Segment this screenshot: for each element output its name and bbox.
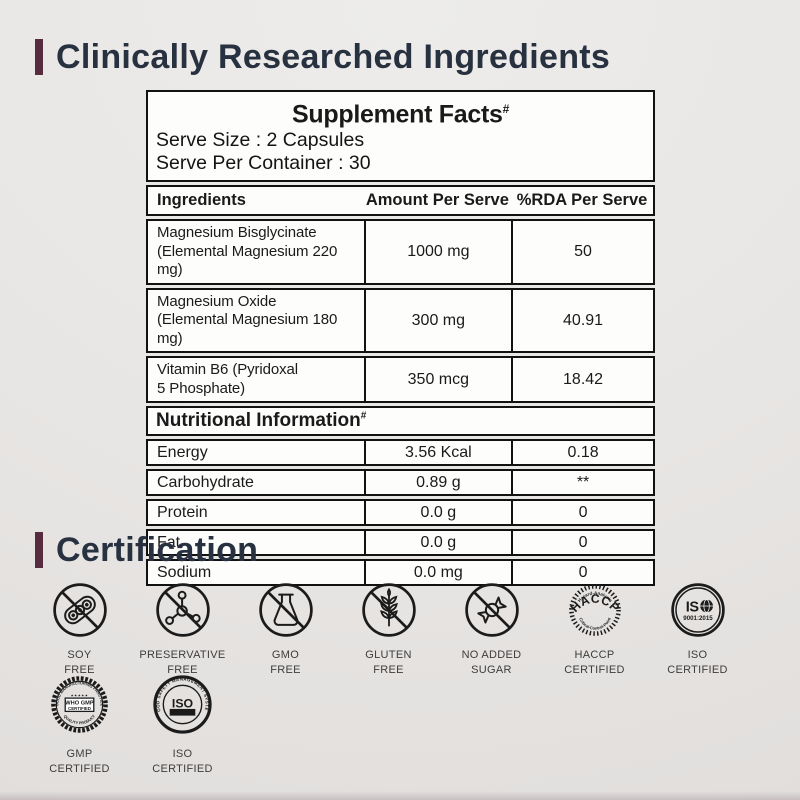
table-row-magnesium-bisglycinate: Magnesium Bisglycinate (Elemental Magnesi… bbox=[146, 219, 655, 285]
table-row-protein: Protein 0.0 g 0 bbox=[146, 499, 655, 527]
table-row-vitamin-b6: Vitamin B6 (Pyridoxal 5 Phosphate) 350 mc… bbox=[146, 356, 655, 404]
nutrient-name: Sodium bbox=[157, 563, 212, 581]
ingredient-rda: 18.42 bbox=[511, 358, 653, 402]
nutrient-name: Carbohydrate bbox=[157, 473, 254, 491]
gluten-free-icon bbox=[361, 583, 416, 637]
ingredient-name: Vitamin B6 (Pyridoxal 5 Phosphate) bbox=[148, 358, 364, 401]
gmo-free-icon bbox=[258, 583, 313, 637]
table-row-fat: Fat 0.0 g 0 bbox=[146, 529, 655, 557]
ingredients-heading-text: Clinically Researched Ingredients bbox=[56, 38, 611, 76]
cert-label: GMP CERTIFIED bbox=[49, 748, 110, 775]
nutrient-rda: 0 bbox=[511, 561, 653, 585]
svg-text:22000:2018: 22000:2018 bbox=[170, 710, 196, 716]
ingredient-rda: 50 bbox=[511, 221, 653, 283]
svg-text:HACCP: HACCP bbox=[567, 592, 622, 615]
nutritional-information-header: Nutritional Information# bbox=[146, 406, 655, 437]
supplement-facts-table: Supplement Facts# Serve Size : 2 Capsule… bbox=[146, 90, 655, 589]
svg-text:WHO GMP: WHO GMP bbox=[65, 700, 94, 706]
accent-bar bbox=[35, 532, 43, 568]
cert-iso-22000: FOOD SAFETY MANAGEMENT SYSTEM ISO 22000:… bbox=[131, 673, 234, 776]
iso-22000-badge-icon: FOOD SAFETY MANAGEMENT SYSTEM ISO 22000:… bbox=[151, 673, 212, 734]
svg-text:QUALITY PRODUCT: QUALITY PRODUCT bbox=[63, 714, 97, 726]
no-added-sugar-icon bbox=[464, 583, 519, 637]
nutrient-rda: ** bbox=[511, 471, 653, 495]
cert-label: GLUTEN FREE bbox=[365, 649, 412, 676]
table-row-carbohydrate: Carbohydrate 0.89 g ** bbox=[146, 469, 655, 497]
cert-iso-9001: IS 9001:2015 ISO CERTIFIED bbox=[646, 581, 749, 677]
nutrient-rda: 0.18 bbox=[511, 441, 653, 465]
cert-preservative-free: PRESERVATIVE FREE bbox=[131, 581, 234, 677]
nutrient-name: Protein bbox=[157, 503, 208, 521]
ingredient-name-line1: Magnesium Oxide bbox=[157, 292, 277, 310]
certification-row-1: SOY FREE PRESERVATIVE FREE bbox=[28, 581, 749, 677]
nutritional-information-title: Nutritional Information bbox=[156, 410, 361, 432]
serve-size: Serve Size : 2 Capsules bbox=[156, 129, 365, 152]
nutrient-amount: 0.0 mg bbox=[363, 561, 511, 585]
supplement-facts-title-box: Supplement Facts# Serve Size : 2 Capsule… bbox=[146, 90, 655, 183]
gmp-badge-icon: GOOD MANUFACTURING PRACTICE ★★★★★ WHO GM… bbox=[51, 676, 108, 733]
cert-no-added-sugar: NO ADDED SUGAR bbox=[440, 581, 543, 677]
ingredient-name-line2: 5 Phosphate) bbox=[157, 379, 246, 397]
certification-row-2: GOOD MANUFACTURING PRACTICE ★★★★★ WHO GM… bbox=[28, 673, 234, 776]
table-row-energy: Energy 3.56 Kcal 0.18 bbox=[146, 439, 655, 467]
cert-label: HACCP CERTIFIED bbox=[564, 649, 625, 676]
column-header-rda: %RDA Per Serve bbox=[516, 191, 648, 210]
ingredient-name-line2: (Elemental Magnesium 180 mg) bbox=[157, 311, 338, 347]
cert-label: GMO FREE bbox=[270, 649, 301, 676]
globe-icon bbox=[699, 599, 713, 613]
ingredient-amount: 300 mg bbox=[363, 289, 511, 352]
cert-label: SOY FREE bbox=[64, 649, 95, 676]
ingredients-heading: Clinically Researched Ingredients bbox=[35, 38, 610, 76]
nutrient-name: Fat bbox=[157, 533, 181, 551]
cert-label: ISO CERTIFIED bbox=[667, 649, 728, 676]
nutrient-amount: 0.0 g bbox=[363, 531, 511, 555]
accent-bar bbox=[35, 39, 43, 75]
ingredient-amount: 1000 mg bbox=[363, 221, 511, 283]
haccp-badge-icon: Hazard-Analysis HACCP Critical-Control-P… bbox=[567, 584, 622, 636]
svg-text:IS: IS bbox=[685, 599, 699, 615]
ingredient-name: Magnesium Bisglycinate (Elemental Magnesi… bbox=[148, 221, 364, 283]
nutrient-amount: 0.89 g bbox=[363, 471, 511, 495]
cert-soy-free: SOY FREE bbox=[28, 581, 131, 677]
supplement-facts-title-text: Supplement Facts bbox=[292, 100, 503, 129]
cert-gmo-free: GMO FREE bbox=[234, 581, 337, 677]
cert-gluten-free: GLUTEN FREE bbox=[337, 581, 440, 677]
preservative-free-icon bbox=[155, 583, 210, 637]
nutrient-amount: 3.56 Kcal bbox=[363, 441, 511, 465]
column-header-amount: Amount Per Serve bbox=[365, 191, 509, 210]
soy-free-icon bbox=[52, 583, 107, 637]
nutrient-rda: 0 bbox=[511, 531, 653, 555]
cert-label: PRESERVATIVE FREE bbox=[139, 649, 226, 676]
ingredient-name-line1: Vitamin B6 (Pyridoxal bbox=[157, 361, 299, 379]
nutrient-rda: 0 bbox=[511, 501, 653, 525]
cert-gmp: GOOD MANUFACTURING PRACTICE ★★★★★ WHO GM… bbox=[28, 673, 131, 776]
nutrient-amount: 0.0 g bbox=[363, 501, 511, 525]
cert-label: NO ADDED SUGAR bbox=[461, 649, 522, 676]
title-footnote-mark: # bbox=[502, 102, 510, 116]
svg-text:ISO: ISO bbox=[172, 696, 194, 710]
section-footnote-mark: # bbox=[360, 411, 367, 422]
iso-9001-badge-icon: IS 9001:2015 bbox=[670, 583, 725, 637]
column-header-ingredients: Ingredients bbox=[157, 191, 246, 210]
ingredient-rda: 40.91 bbox=[511, 289, 653, 352]
ingredient-name: Magnesium Oxide (Elemental Magnesium 180 … bbox=[148, 290, 364, 352]
cert-label: ISO CERTIFIED bbox=[152, 748, 213, 775]
column-header-row: Ingredients Amount Per Serve %RDA Per Se… bbox=[146, 185, 655, 217]
certification-heading: Certification bbox=[35, 531, 258, 569]
serve-per-container: Serve Per Container : 30 bbox=[156, 152, 371, 175]
table-row-sodium: Sodium 0.0 mg 0 bbox=[146, 559, 655, 587]
supplement-facts-title: Supplement Facts# bbox=[156, 95, 645, 129]
cert-haccp: Hazard-Analysis HACCP Critical-Control-P… bbox=[543, 581, 646, 677]
svg-text:CERTIFIED: CERTIFIED bbox=[68, 706, 91, 711]
table-row-magnesium-oxide: Magnesium Oxide (Elemental Magnesium 180 … bbox=[146, 287, 655, 354]
ingredient-name-line2: (Elemental Magnesium 220 mg) bbox=[157, 242, 338, 279]
certification-heading-text: Certification bbox=[56, 531, 259, 569]
ingredient-name-line1: Magnesium Bisglycinate bbox=[157, 224, 317, 242]
nutrient-name: Energy bbox=[157, 443, 208, 461]
ingredient-amount: 350 mcg bbox=[363, 358, 511, 402]
svg-text:9001:2015: 9001:2015 bbox=[683, 615, 713, 622]
svg-text:★★★★★: ★★★★★ bbox=[71, 694, 89, 698]
